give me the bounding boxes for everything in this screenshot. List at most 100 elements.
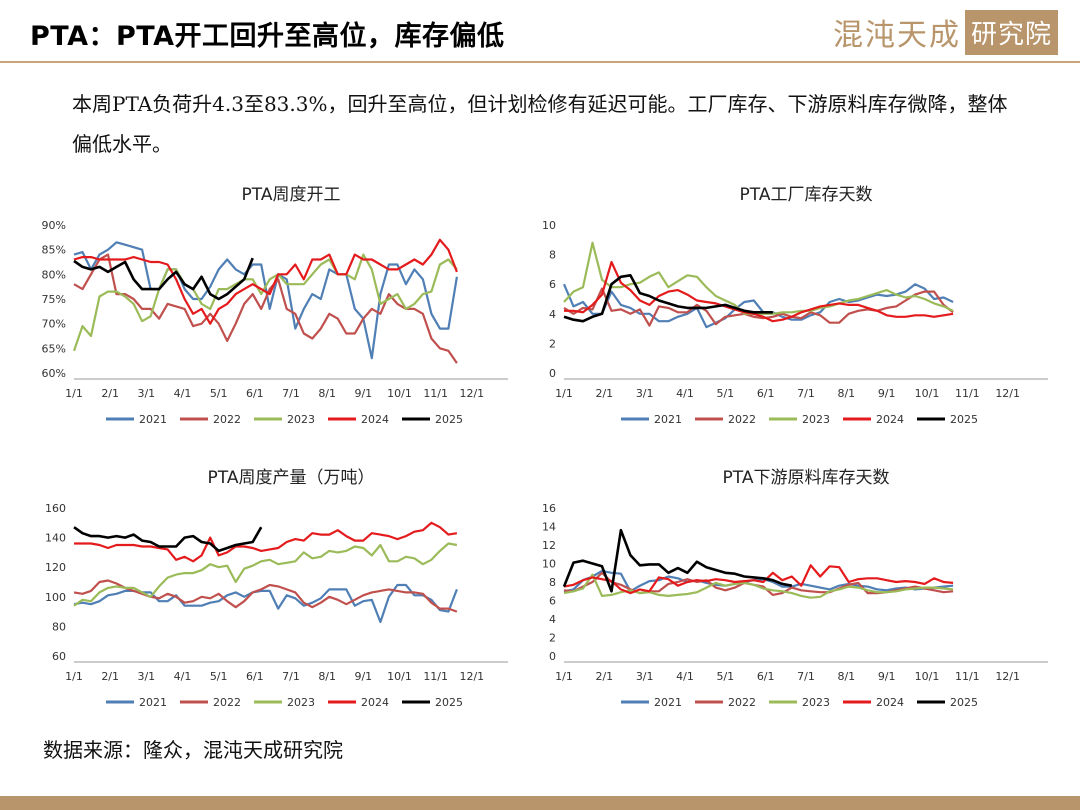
x-tick-label: 10/1	[387, 670, 412, 683]
x-tick-label: 12/1	[459, 387, 484, 400]
chart-title: PTA下游原料库存天数	[723, 468, 890, 488]
x-tick-label: 10/1	[387, 387, 412, 400]
legend-label: 2023	[287, 696, 315, 709]
x-tick-label: 1/1	[555, 387, 573, 400]
legend-label: 2024	[876, 413, 904, 426]
x-tick-label: 6/1	[246, 670, 264, 683]
x-tick-label: 2/1	[595, 670, 613, 683]
x-tick-label: 10/1	[915, 387, 940, 400]
chart-weekly-operating-rate: PTA周度开工 60% 65% 70% 75% 80% 85% 90% 1/1 2/1 3/1 4/1…	[42, 185, 508, 426]
x-tick-label: 7/1	[282, 387, 300, 400]
data-source: 数据来源：隆众，混沌天成研究院	[43, 738, 343, 762]
x-tick-label: 3/1	[137, 670, 155, 683]
x-tick-label: 1/1	[65, 670, 83, 683]
y-tick-label: 85%	[42, 244, 66, 257]
x-tick-label: 4/1	[174, 670, 192, 683]
y-tick-label: 120	[45, 561, 66, 574]
y-tick-label: 10	[542, 558, 556, 571]
legend-label: 2023	[802, 696, 830, 709]
legend-label: 2021	[139, 696, 167, 709]
x-tick-label: 12/1	[995, 670, 1020, 683]
y-tick-label: 8	[549, 576, 556, 589]
y-tick-label: 14	[542, 521, 556, 534]
x-tick-label: 9/1	[878, 670, 896, 683]
y-tick-label: 4	[549, 613, 556, 626]
y-tick-label: 4	[549, 308, 556, 321]
x-tick-label: 2/1	[101, 387, 119, 400]
x-tick-label: 5/1	[716, 387, 734, 400]
x-tick-label: 12/1	[995, 387, 1020, 400]
y-tick-label: 8	[549, 249, 556, 262]
series-line-2024	[563, 564, 954, 595]
series-line-2023	[73, 542, 458, 607]
x-tick-label: 2/1	[595, 387, 613, 400]
y-tick-label: 6	[549, 595, 556, 608]
y-tick-label: 80%	[42, 268, 66, 281]
x-tick-label: 8/1	[318, 387, 336, 400]
y-tick-label: 65%	[42, 342, 66, 355]
series-line-2021	[562, 283, 954, 329]
x-tick-label: 1/1	[555, 670, 573, 683]
x-tick-label: 4/1	[676, 387, 694, 400]
x-tick-label: 11/1	[423, 670, 448, 683]
x-tick-label: 10/1	[915, 670, 940, 683]
y-tick-label: 60	[52, 650, 66, 663]
x-tick-label: 11/1	[955, 670, 980, 683]
y-tick-label: 2	[549, 337, 556, 350]
chart-title: PTA周度产量（万吨）	[208, 468, 375, 488]
x-tick-label: 6/1	[757, 387, 775, 400]
legend-label: 2025	[435, 413, 463, 426]
series-line-2023	[563, 241, 954, 315]
y-tick-label: 0	[549, 650, 556, 663]
x-tick-label: 5/1	[716, 670, 734, 683]
series-line-2023	[72, 253, 458, 352]
series-line-2024	[564, 260, 954, 323]
x-tick-label: 3/1	[636, 387, 654, 400]
footer-bar	[0, 796, 1080, 810]
x-tick-label: 6/1	[246, 387, 264, 400]
legend-label: 2025	[950, 413, 978, 426]
x-tick-label: 4/1	[174, 387, 192, 400]
x-tick-label: 4/1	[676, 670, 694, 683]
brand-logo: 混沌天成 研究院	[832, 9, 1058, 55]
legend-label: 2023	[802, 413, 830, 426]
series-line-2022	[73, 253, 458, 364]
legend-label: 2025	[435, 696, 463, 709]
logo-box-text: 研究院	[964, 9, 1058, 55]
x-tick-label: 3/1	[636, 670, 654, 683]
summary-text: 本周PTA负荷升4.3至83.3%，回升至高位，但计划检修有延迟可能。工厂库存、…	[72, 92, 1008, 156]
chart-title: PTA周度开工	[242, 185, 341, 205]
legend-label: 2024	[876, 696, 904, 709]
x-tick-label: 2/1	[101, 670, 119, 683]
legend-label: 2025	[950, 696, 978, 709]
series-line-2025	[562, 528, 793, 593]
logo-text: 混沌天成	[832, 18, 961, 53]
y-tick-label: 140	[45, 532, 66, 545]
legend-label: 2021	[654, 696, 682, 709]
legend-label: 2024	[361, 696, 389, 709]
legend-label: 2022	[213, 413, 241, 426]
x-tick-label: 7/1	[282, 670, 300, 683]
chart-weekly-output: PTA周度产量（万吨） 60 80 100 120 140 160 1/1 2/1 3/1 4/1 5…	[45, 468, 508, 709]
y-tick-label: 0	[549, 367, 556, 380]
x-tick-label: 6/1	[757, 670, 775, 683]
x-tick-label: 12/1	[459, 670, 484, 683]
series-line-2024	[73, 238, 458, 325]
x-tick-label: 1/1	[65, 387, 83, 400]
legend-label: 2024	[361, 413, 389, 426]
series-line-2024	[74, 521, 458, 563]
y-tick-label: 70%	[42, 318, 66, 331]
legend-label: 2021	[139, 413, 167, 426]
x-tick-label: 8/1	[837, 387, 855, 400]
chart-factory-inventory-days: PTA工厂库存天数 0 2 4 6 8 10 1/1 2/1 3/1 4/1 5/1 6/1 7/1 8/1…	[542, 185, 1048, 426]
y-tick-label: 12	[542, 539, 556, 552]
x-tick-label: 8/1	[837, 670, 855, 683]
series-line-2022	[73, 579, 458, 613]
x-tick-label: 8/1	[318, 670, 336, 683]
y-tick-label: 90%	[42, 219, 66, 232]
series-line-2025	[73, 526, 263, 553]
x-tick-label: 5/1	[210, 387, 228, 400]
legend-label: 2022	[213, 696, 241, 709]
x-tick-label: 9/1	[878, 387, 896, 400]
legend-label: 2023	[287, 413, 315, 426]
